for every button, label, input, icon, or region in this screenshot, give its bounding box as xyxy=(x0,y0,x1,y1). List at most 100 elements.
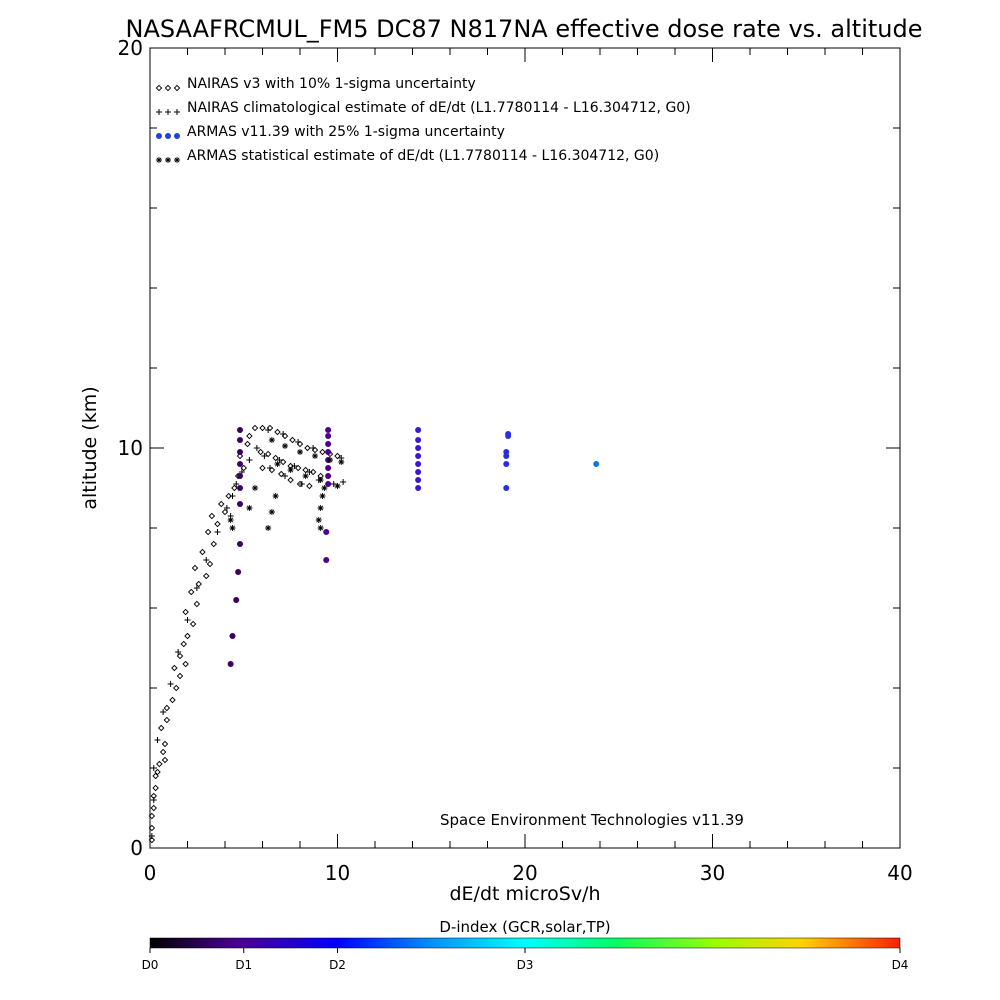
nairas-point xyxy=(148,836,156,844)
nairas-point xyxy=(182,660,189,668)
nairas-climatology-point xyxy=(265,427,272,433)
nairas-point xyxy=(203,572,210,580)
axis-ticks xyxy=(149,47,901,849)
nairas-point xyxy=(246,432,253,440)
armas-statistical-point xyxy=(227,517,234,523)
nairas-point xyxy=(304,444,311,452)
nairas-point xyxy=(154,768,161,776)
legend-marker xyxy=(156,133,162,139)
legend-marker xyxy=(165,133,171,139)
armas-statistical-point xyxy=(229,525,236,531)
armas-point xyxy=(415,477,422,483)
armas-statistical-point xyxy=(334,483,341,489)
nairas-climatology-point xyxy=(233,481,240,487)
x-tick-label: 20 xyxy=(512,861,537,885)
nairas-climatology-point xyxy=(291,463,298,469)
nairas-point xyxy=(206,560,214,568)
nairas-point xyxy=(161,740,169,748)
x-tick-label: 30 xyxy=(700,861,725,885)
armas-statistical-point xyxy=(297,449,303,455)
nairas-climatology-point xyxy=(229,493,236,499)
armas-point xyxy=(325,473,332,479)
nairas-climatology-point xyxy=(306,469,313,475)
armas-statistical-point xyxy=(282,443,288,449)
nairas-point xyxy=(199,548,206,556)
nairas-point xyxy=(259,424,266,432)
legend-marker xyxy=(156,157,162,163)
armas-point xyxy=(415,427,422,433)
armas-point xyxy=(593,461,600,467)
armas-point xyxy=(415,437,422,443)
armas-statistical-point xyxy=(274,461,281,467)
nairas-climatology-point xyxy=(175,649,182,655)
nairas-point xyxy=(195,580,202,588)
armas-point xyxy=(415,469,422,475)
armas-point xyxy=(415,485,422,491)
nairas-point xyxy=(240,464,247,472)
armas-point xyxy=(325,481,332,487)
legend-marker xyxy=(164,84,172,92)
x-tick-label: 40 xyxy=(887,861,912,885)
armas-statistical-point xyxy=(268,437,275,443)
armas-point xyxy=(237,473,243,479)
legend: NAIRAS v3 with 10% 1-sigma uncertainty NA… xyxy=(155,76,691,164)
nairas-point xyxy=(150,804,157,812)
plot-frame xyxy=(149,47,901,849)
nairas-point xyxy=(302,466,309,474)
axis-tick-labels: 0 10 20 30 40 0 10 20 xyxy=(118,36,913,885)
armas-point xyxy=(237,485,243,491)
nairas-climatology-point xyxy=(295,439,302,445)
armas-statistical-point xyxy=(246,505,253,511)
nairas-climatology-point xyxy=(261,453,268,459)
nairas-point xyxy=(236,452,244,460)
nairas-point xyxy=(176,652,184,660)
colorbar-title: D-index (GCR,solar,TP) xyxy=(439,918,610,936)
nairas-point xyxy=(148,824,156,832)
nairas-point xyxy=(191,564,199,572)
armas-statistical-point xyxy=(302,473,309,479)
nairas-point xyxy=(204,528,212,536)
colorbar-label: D1 xyxy=(235,958,252,972)
nairas-point xyxy=(278,470,285,478)
nairas-point xyxy=(156,760,163,768)
nairas-climatology-point xyxy=(310,445,317,451)
nairas-point xyxy=(251,424,259,432)
nairas-climatology-point xyxy=(280,431,287,437)
armas-point xyxy=(503,461,510,467)
armas-point xyxy=(325,449,332,455)
nairas-climatology-point xyxy=(150,765,157,771)
nairas-point xyxy=(259,464,266,472)
armas-point xyxy=(505,431,512,437)
colorbar-label: D0 xyxy=(142,958,159,972)
series-3 xyxy=(227,427,600,667)
nairas-climatology-point xyxy=(167,681,174,687)
nairas-climatology-point xyxy=(246,457,253,463)
nairas-point xyxy=(264,450,272,458)
armas-point xyxy=(325,427,332,433)
legend-entry: NAIRAS v3 with 10% 1-sigma uncertainty xyxy=(187,76,476,92)
colorbar xyxy=(149,937,901,949)
armas-point xyxy=(323,529,330,535)
nairas-point xyxy=(257,448,264,456)
armas-statistical-point xyxy=(327,457,333,463)
armas-point xyxy=(323,557,330,563)
nairas-point xyxy=(163,716,171,724)
y-tick-label: 0 xyxy=(130,836,143,860)
nairas-point xyxy=(148,812,156,820)
x-tick-label: 10 xyxy=(325,861,350,885)
armas-statistical-point xyxy=(338,459,345,465)
armas-point xyxy=(237,501,243,507)
nairas-climatology-point xyxy=(223,505,230,511)
armas-point xyxy=(235,569,242,575)
legend-entry: NAIRAS climatological estimate of dE/dt … xyxy=(187,100,691,116)
nairas-climatology-point xyxy=(193,585,200,591)
annotation-credit: Space Environment Technologies v11.39 xyxy=(440,811,744,829)
nairas-point xyxy=(158,724,165,732)
armas-statistical-point xyxy=(312,453,318,459)
armas-statistical-point xyxy=(317,477,324,483)
nairas-point xyxy=(221,508,229,516)
nairas-point xyxy=(244,440,251,448)
armas-point xyxy=(325,433,332,439)
colorbar-label: D4 xyxy=(892,958,909,972)
armas-point xyxy=(229,633,236,639)
